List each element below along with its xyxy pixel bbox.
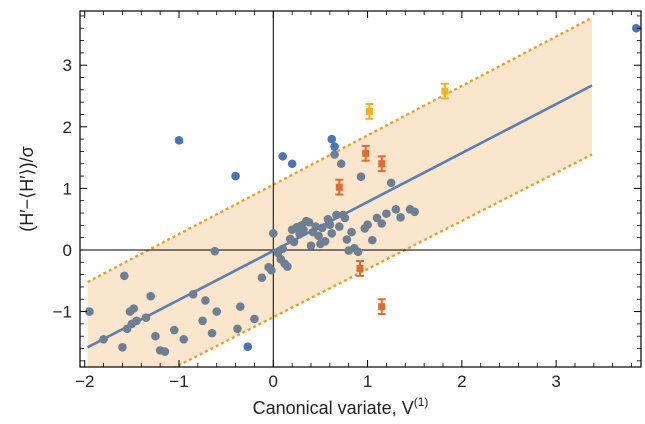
data-point xyxy=(188,290,198,299)
data-point xyxy=(231,171,240,181)
data-point xyxy=(347,227,356,237)
data-marker-square xyxy=(335,183,343,191)
data-point-with-errorbar xyxy=(377,155,386,173)
band-upper-boundary xyxy=(86,16,593,284)
data-point xyxy=(99,334,108,344)
data-point xyxy=(207,328,217,338)
axes xyxy=(79,10,642,368)
data-point xyxy=(377,219,387,228)
data-point xyxy=(250,314,259,324)
data-marker-square xyxy=(362,149,370,157)
data-point xyxy=(367,235,377,245)
data-point xyxy=(129,304,139,313)
data-point xyxy=(342,235,352,244)
data-point xyxy=(287,159,297,169)
x-tick-label: −2 xyxy=(75,372,94,391)
data-point-with-errorbar xyxy=(361,144,370,162)
data-marker-square xyxy=(365,107,373,115)
data-point xyxy=(336,159,346,169)
x-tick-label: 3 xyxy=(551,372,560,391)
band-lower-boundary xyxy=(172,153,593,367)
data-point xyxy=(356,172,366,181)
data-point xyxy=(353,247,363,257)
data-marker-square xyxy=(378,303,386,311)
y-tick-label: 3 xyxy=(63,56,72,75)
data-point xyxy=(314,231,323,241)
data-point xyxy=(332,210,341,220)
data-point xyxy=(391,205,401,214)
y-tick-label: 2 xyxy=(63,118,72,137)
data-point xyxy=(330,142,339,151)
data-point xyxy=(320,237,330,246)
x-tick-label: 2 xyxy=(457,372,466,391)
data-point xyxy=(132,316,141,326)
data-point xyxy=(327,134,337,144)
data-point xyxy=(233,324,242,334)
data-point xyxy=(278,244,288,254)
data-point xyxy=(120,271,129,281)
data-point xyxy=(340,213,350,223)
plot-area xyxy=(80,11,641,367)
axis-labels: −2 −1 0 1 2 3 −1 0 1 2 3 Canonical variate, V(1) (H′… xyxy=(17,56,561,418)
x-tick-label: 1 xyxy=(363,372,372,391)
data-point xyxy=(118,342,127,352)
data-point xyxy=(311,222,321,231)
data-point xyxy=(212,307,222,316)
data-point xyxy=(141,313,151,323)
data-point xyxy=(382,209,391,218)
data-point xyxy=(267,266,276,275)
data-point xyxy=(201,296,210,305)
data-point xyxy=(386,178,396,188)
data-point xyxy=(304,217,314,227)
data-point xyxy=(198,316,207,326)
data-point xyxy=(327,229,337,238)
data-point xyxy=(318,223,327,233)
data-point xyxy=(235,302,245,311)
data-point xyxy=(243,342,253,351)
data-point-with-errorbar xyxy=(377,298,386,316)
data-point xyxy=(210,246,220,256)
data-point xyxy=(169,325,179,335)
data-point xyxy=(306,241,316,250)
y-tick-label: 1 xyxy=(63,179,72,198)
data-point xyxy=(334,222,344,231)
x-axis-title: Canonical variate, V(1) xyxy=(253,395,429,418)
plot-frame xyxy=(79,10,642,368)
data-marker-square xyxy=(378,160,386,168)
data-point xyxy=(299,225,308,234)
data-point xyxy=(631,23,641,33)
data-point xyxy=(278,152,288,161)
data-point xyxy=(410,207,420,217)
data-point xyxy=(179,334,189,344)
data-point xyxy=(289,237,299,247)
data-point xyxy=(283,262,292,271)
data-point xyxy=(257,273,267,282)
data-point xyxy=(268,229,278,238)
y-axis-title: (H′−⟨H′⟩)/σ xyxy=(17,146,37,231)
data-point-with-errorbar xyxy=(365,103,374,120)
data-point xyxy=(325,220,335,230)
y-tick-label: 0 xyxy=(63,241,72,260)
data-point xyxy=(396,213,405,222)
data-point xyxy=(85,307,94,316)
data-point-with-errorbar xyxy=(335,178,344,196)
data-point xyxy=(146,291,156,301)
data-point xyxy=(160,347,170,356)
data-point-with-errorbar xyxy=(356,260,365,277)
data-point-with-errorbar xyxy=(440,82,449,100)
x-tick-label: 0 xyxy=(269,372,278,391)
data-marker-square xyxy=(356,264,364,272)
x-tick-label: −1 xyxy=(169,372,188,391)
data-point xyxy=(151,331,160,341)
data-point xyxy=(330,150,339,159)
data-point xyxy=(174,136,184,145)
y-tick-label: −1 xyxy=(53,303,72,322)
data-point xyxy=(363,220,372,230)
data-marker-square xyxy=(441,87,449,95)
